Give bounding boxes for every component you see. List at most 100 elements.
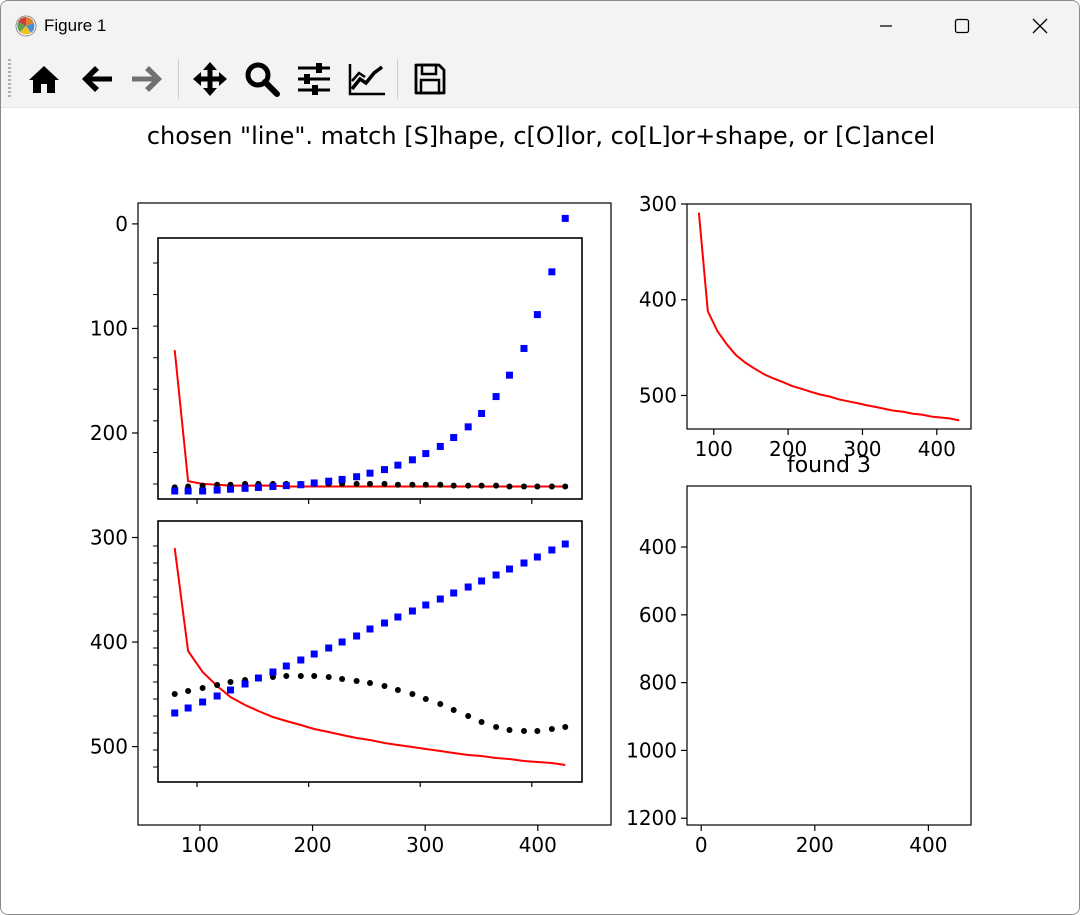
data-point (381, 466, 389, 474)
x-tick-label: 100 (695, 437, 733, 461)
data-point (493, 482, 500, 489)
y-tick-label: 400 (639, 535, 677, 559)
y-tick-label: 800 (639, 671, 677, 695)
data-point (282, 662, 290, 670)
toolbar-separator (397, 59, 398, 99)
x-tick-label: 200 (796, 833, 834, 857)
edit-axis-icon (348, 64, 385, 96)
configure-subplots-icon (298, 63, 330, 95)
data-point (310, 650, 318, 658)
data-point (492, 571, 500, 579)
data-point (548, 268, 556, 276)
data-point (422, 696, 429, 702)
back-icon (82, 66, 112, 92)
home-button[interactable] (24, 57, 64, 101)
y-tick-label: 500 (90, 735, 128, 759)
x-tick-label: 300 (843, 437, 881, 461)
data-point (185, 688, 192, 694)
edit-axis-button[interactable] (347, 57, 387, 101)
data-point (505, 565, 513, 573)
data-point (409, 481, 416, 488)
data-point (464, 583, 472, 591)
data-point (184, 487, 192, 495)
data-point (562, 483, 569, 490)
data-point (548, 726, 555, 732)
save-button[interactable] (410, 57, 450, 101)
data-point (394, 461, 402, 469)
data-point (199, 685, 206, 691)
forward-icon (132, 66, 162, 92)
data-point (213, 486, 221, 494)
configure-subplots-button[interactable] (294, 57, 334, 101)
x-tick-label: 200 (769, 437, 807, 461)
data-point (520, 559, 528, 567)
data-point (338, 638, 346, 646)
minimize-button[interactable] (853, 1, 919, 51)
data-point (394, 481, 401, 488)
data-point (227, 485, 235, 493)
data-point (437, 701, 444, 707)
back-button[interactable] (77, 57, 117, 101)
y-tick-label: 200 (90, 421, 128, 445)
data-point (450, 482, 457, 489)
data-point (381, 480, 388, 487)
data-point (548, 483, 555, 490)
forward-button[interactable] (127, 57, 167, 101)
x-tick-label: 0 (695, 833, 708, 857)
data-point (366, 469, 374, 477)
y-tick-label: 1000 (626, 738, 677, 762)
maximize-icon (954, 18, 970, 34)
data-point (353, 632, 361, 640)
y-tick-label: 100 (90, 316, 128, 340)
data-point (381, 683, 388, 689)
y-tick-label: 600 (639, 603, 677, 627)
data-point (171, 691, 178, 697)
y-tick-label: 300 (639, 192, 677, 216)
data-point (394, 613, 402, 621)
data-point (199, 487, 207, 495)
data-point (366, 625, 374, 633)
data-point (353, 480, 360, 487)
x-tick-label: 400 (909, 833, 947, 857)
data-point (450, 707, 457, 713)
data-point (561, 540, 569, 548)
main-axes: 100 200 300 400 0 100 200 300 400 500 (90, 202, 612, 857)
data-point (338, 475, 346, 483)
data-point (465, 713, 472, 719)
axes-title: found 3 (787, 453, 871, 478)
data-point (450, 589, 458, 597)
data-point (408, 456, 416, 464)
data-point (367, 480, 373, 487)
data-point (241, 484, 249, 492)
data-point (213, 692, 221, 700)
pan-icon (193, 62, 227, 96)
data-point (325, 477, 333, 485)
minimize-icon (880, 25, 892, 27)
toolbar-grip[interactable] (8, 59, 11, 99)
data-point (227, 679, 234, 685)
close-button[interactable] (1007, 1, 1073, 51)
home-icon (29, 66, 59, 93)
top-right-axes: 100 200 300 400 300 400 500 (639, 192, 972, 461)
data-point (310, 479, 318, 487)
data-point (520, 344, 528, 352)
figure-canvas[interactable]: chosen "line". match [S]hape, c[O]lor, c… (1, 108, 1079, 914)
zoom-button[interactable] (242, 57, 282, 101)
data-point (339, 676, 346, 682)
inset-upper-axes (153, 214, 583, 504)
data-point (492, 393, 500, 401)
data-point (493, 724, 500, 730)
data-point (409, 691, 416, 697)
maximize-button[interactable] (929, 1, 995, 51)
series-line (173, 547, 566, 766)
data-point (241, 680, 249, 688)
data-point (478, 482, 485, 489)
x-tick-label: 300 (406, 833, 444, 857)
data-point (283, 673, 290, 679)
data-point (254, 483, 262, 491)
data-point (422, 450, 430, 458)
pan-button[interactable] (190, 57, 230, 101)
data-point (214, 682, 221, 688)
window-title: Figure 1 (44, 16, 107, 35)
data-point (171, 709, 179, 717)
